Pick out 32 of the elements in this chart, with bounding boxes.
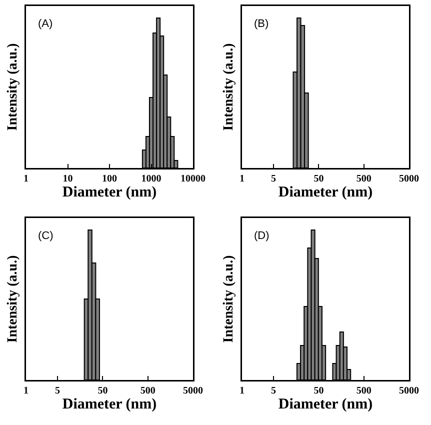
x-axis-title: Diameter (nm): [62, 396, 157, 412]
x-tick-label: 1: [24, 386, 28, 396]
x-tick-label: 50: [98, 386, 108, 396]
annotation: (D): [254, 230, 270, 242]
x-tick-label: 5: [55, 386, 60, 396]
x-tick-label: 5000: [399, 174, 419, 184]
x-tick-label: 5000: [183, 386, 203, 396]
annotation: (A): [38, 18, 53, 30]
x-tick-label: 50: [314, 174, 324, 184]
x-tick-label: 1: [24, 174, 28, 184]
x-axis-title: Diameter (nm): [278, 396, 373, 412]
x-tick-label: 10000: [180, 174, 206, 184]
y-axis-title: Intensity (a.u.): [221, 42, 236, 131]
x-tick-label: 500: [356, 386, 372, 396]
x-tick-label: 1: [240, 386, 244, 396]
x-tick-label: 500: [356, 174, 372, 184]
annotation: (C): [38, 230, 54, 242]
x-axis-title: Diameter (nm): [62, 184, 157, 200]
x-tick-label: 5: [271, 386, 276, 396]
x-tick-label: 100: [102, 174, 117, 184]
x-tick-label: 1: [240, 174, 244, 184]
x-tick-label: 50: [314, 386, 324, 396]
x-tick-label: 1000: [141, 174, 162, 184]
x-tick-label: 10: [62, 174, 73, 184]
x-tick-label: 500: [140, 386, 156, 396]
y-axis-title: Intensity (a.u.): [5, 42, 20, 131]
x-axis-title: Diameter (nm): [278, 184, 373, 200]
x-tick-label: 5: [271, 174, 276, 184]
x-tick-label: 5000: [399, 386, 419, 396]
y-axis-title: Intensity (a.u.): [5, 254, 20, 343]
y-axis-title: Intensity (a.u.): [221, 254, 236, 343]
annotation: (B): [254, 18, 269, 30]
